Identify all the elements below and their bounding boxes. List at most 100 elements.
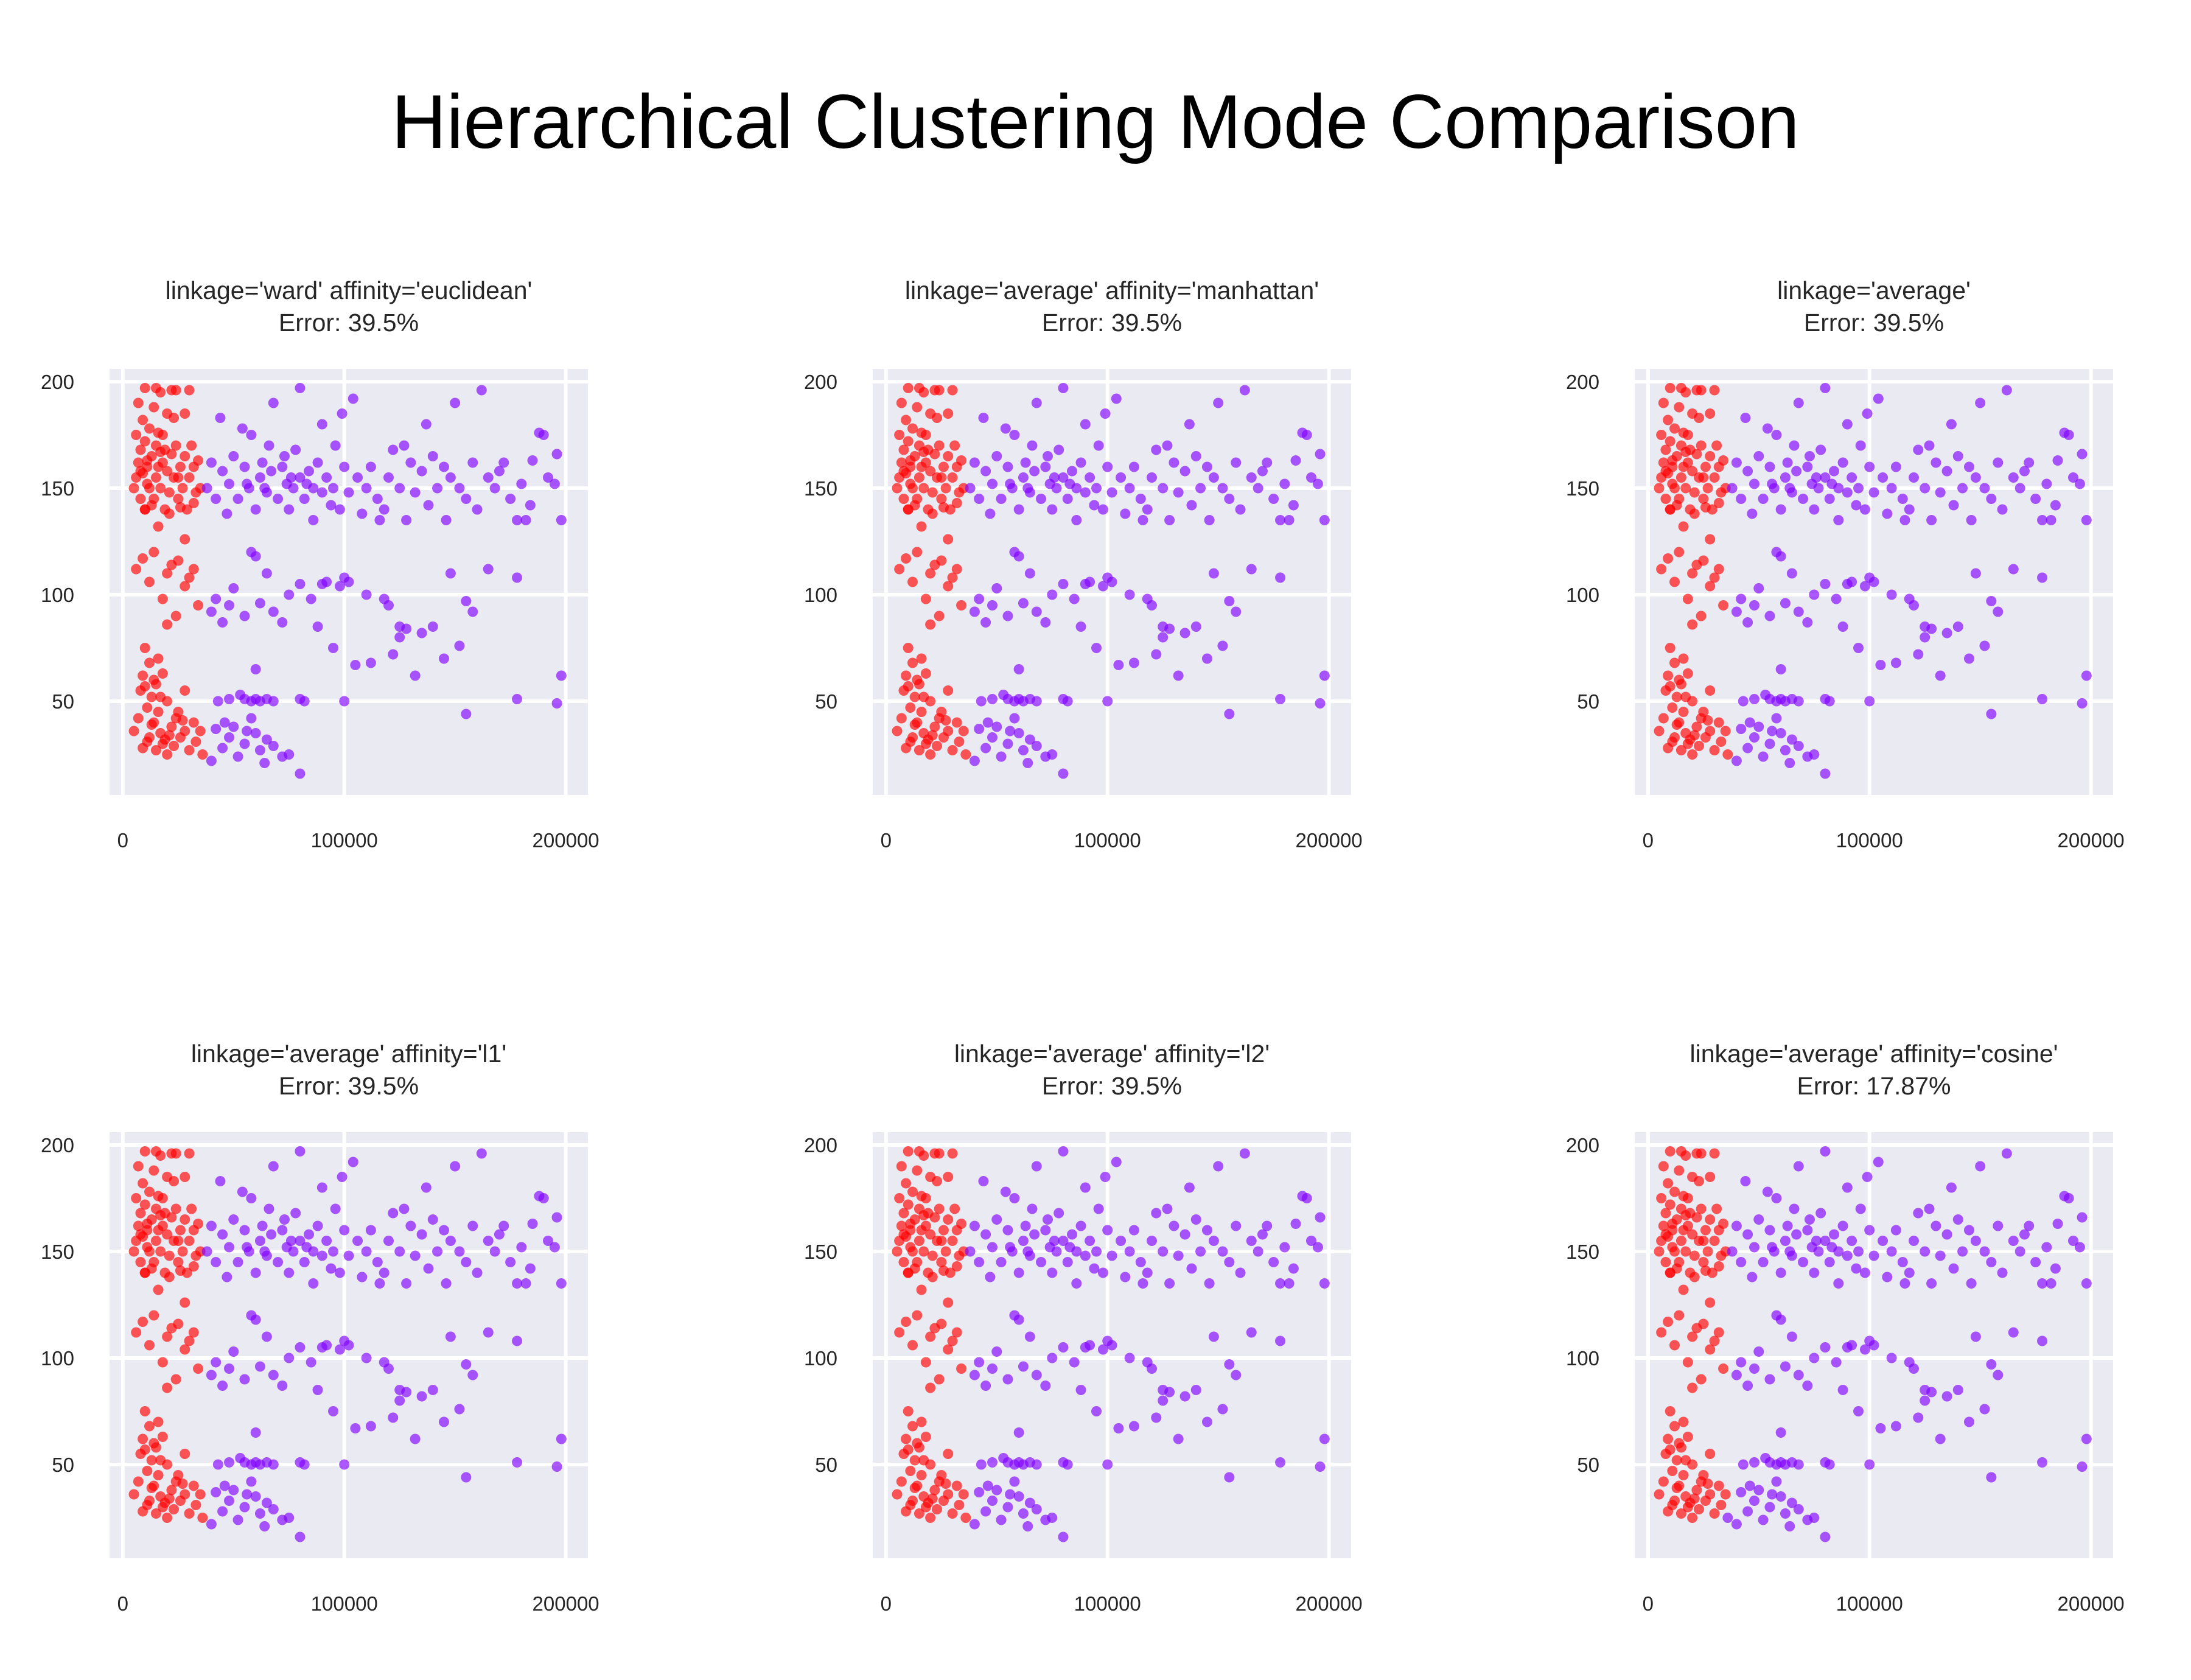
point-cluster-purple (1018, 1361, 1029, 1372)
point-cluster-red (1694, 1176, 1705, 1186)
point-cluster-purple (1897, 1257, 1908, 1267)
point-cluster-purple (1963, 1416, 1974, 1427)
point-cluster-purple (2019, 466, 2030, 477)
point-cluster-purple (1824, 1257, 1835, 1267)
point-cluster-red (914, 472, 924, 483)
point-cluster-red (177, 1479, 188, 1489)
point-cluster-red (907, 423, 918, 434)
point-cluster-purple (1804, 451, 1815, 461)
point-cluster-red (914, 1236, 924, 1246)
point-cluster-red (1663, 1178, 1674, 1189)
point-cluster-purple (250, 551, 261, 562)
y-tick-label: 50 (815, 1454, 837, 1476)
point-cluster-red (193, 600, 204, 611)
subplot-error: Error: 39.5% (279, 1072, 419, 1100)
point-cluster-red (901, 670, 912, 681)
point-cluster-red (142, 1466, 153, 1476)
point-cluster-red (929, 1485, 940, 1496)
subplot-error: Error: 39.5% (279, 309, 419, 337)
point-cluster-purple (1780, 598, 1791, 609)
point-cluster-purple (284, 749, 295, 760)
point-cluster-red (951, 498, 962, 508)
point-cluster-purple (1890, 657, 1901, 668)
point-cluster-purple (1013, 728, 1024, 738)
point-cluster-purple (211, 593, 222, 604)
point-cluster-purple (268, 1161, 279, 1172)
point-cluster-purple (2030, 1257, 2041, 1267)
point-cluster-red (894, 1327, 905, 1338)
subplot-title: linkage='average' affinity='manhattan' (905, 276, 1319, 304)
point-cluster-purple (1306, 1236, 1316, 1246)
point-cluster-purple (427, 1385, 438, 1395)
point-cluster-purple (1820, 1236, 1831, 1246)
point-cluster-purple (1179, 1229, 1190, 1240)
point-cluster-red (1716, 737, 1727, 747)
point-cluster-purple (1315, 1461, 1326, 1472)
point-cluster-red (898, 1208, 909, 1219)
point-cluster-purple (1075, 1385, 1086, 1395)
point-cluster-red (1680, 691, 1691, 702)
point-cluster-purple (441, 1278, 452, 1289)
point-cluster-red (1678, 1416, 1689, 1427)
point-cluster-purple (1780, 745, 1791, 755)
figure-title: Hierarchical Clustering Mode Comparison (391, 80, 1800, 164)
point-cluster-purple (1213, 397, 1224, 408)
point-cluster-purple (2037, 694, 2048, 704)
point-cluster-purple (337, 408, 348, 419)
point-cluster-purple (1986, 1472, 1997, 1483)
point-cluster-red (144, 423, 155, 434)
point-cluster-purple (974, 1487, 985, 1497)
point-cluster-purple (1275, 572, 1286, 583)
point-cluster-purple (401, 623, 412, 634)
point-cluster-red (1687, 619, 1698, 630)
point-cluster-purple (1246, 472, 1257, 483)
subplot-title: linkage='average' affinity='l2' (954, 1040, 1270, 1068)
point-cluster-red (1702, 1246, 1713, 1257)
point-cluster-purple (1767, 726, 1778, 737)
point-cluster-purple (410, 1433, 421, 1444)
point-cluster-purple (1813, 483, 1824, 494)
point-cluster-red (1705, 534, 1716, 545)
point-cluster-red (1716, 1500, 1727, 1510)
point-cluster-purple (1963, 1225, 1974, 1236)
point-cluster-purple (512, 1457, 523, 1468)
point-cluster-red (905, 1466, 916, 1476)
point-cluster-red (142, 455, 153, 466)
point-cluster-purple (1169, 457, 1179, 468)
point-cluster-red (934, 611, 945, 621)
point-cluster-purple (1798, 494, 1809, 504)
point-cluster-red (1663, 553, 1674, 564)
point-cluster-purple (1946, 1182, 1957, 1193)
point-cluster-purple (1809, 1353, 1820, 1363)
point-cluster-red (1705, 1489, 1716, 1500)
point-cluster-red (186, 1203, 197, 1214)
point-cluster-purple (1855, 440, 1866, 451)
point-cluster-red (173, 1236, 184, 1246)
point-cluster-red (1680, 1210, 1691, 1220)
point-cluster-red (131, 1327, 142, 1338)
point-cluster-purple (1722, 1513, 1733, 1523)
point-cluster-red (934, 440, 945, 451)
point-cluster-red (180, 685, 190, 696)
point-cluster-purple (512, 572, 523, 583)
point-cluster-red (1705, 1297, 1716, 1308)
point-cluster-purple (299, 1459, 310, 1470)
point-cluster-red (892, 1489, 903, 1500)
point-cluster-purple (1952, 1385, 1963, 1395)
point-cluster-red (949, 1203, 960, 1214)
point-cluster-purple (268, 606, 279, 617)
point-cluster-purple (239, 1502, 250, 1513)
point-cluster-purple (1184, 1182, 1195, 1193)
point-cluster-purple (1031, 397, 1042, 408)
point-cluster-red (943, 1344, 954, 1355)
point-cluster-purple (1217, 1246, 1228, 1257)
point-cluster-purple (268, 1370, 279, 1381)
y-tick-label: 200 (804, 1134, 837, 1157)
point-cluster-purple (1775, 504, 1786, 515)
point-cluster-purple (339, 461, 350, 472)
point-cluster-red (155, 691, 166, 702)
point-cluster-red (1689, 730, 1700, 741)
point-cluster-red (896, 397, 907, 408)
point-cluster-red (1669, 1421, 1680, 1432)
point-cluster-red (1656, 1327, 1667, 1338)
